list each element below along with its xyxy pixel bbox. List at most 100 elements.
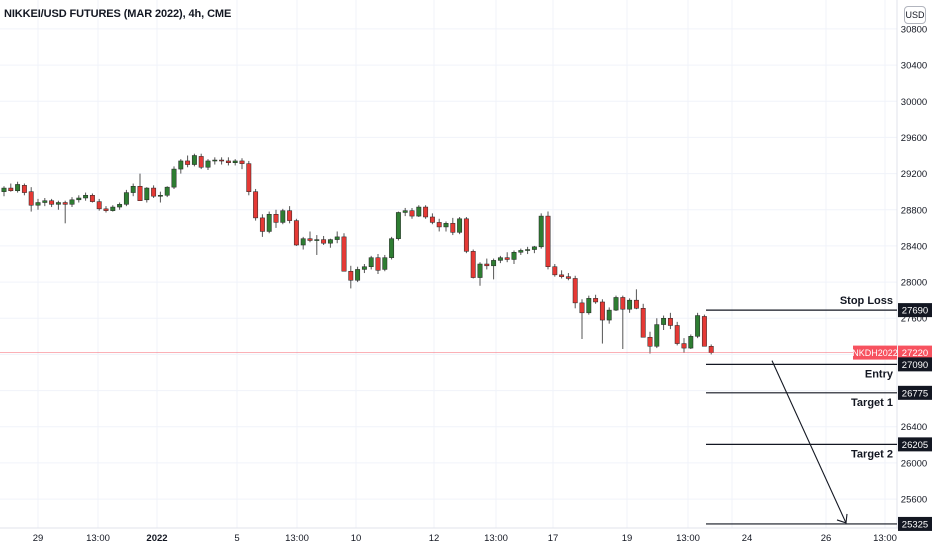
candle-down (545, 215, 551, 267)
candle-down (8, 187, 14, 192)
level-label: Entry (865, 368, 894, 380)
candle-down (28, 191, 34, 206)
candlestick-series (1, 153, 714, 355)
candle-down (185, 160, 191, 165)
candle-down (572, 278, 578, 304)
candle-down (259, 217, 265, 232)
candle-down (701, 316, 707, 347)
candle-up (538, 215, 544, 248)
candle-up (368, 257, 374, 267)
candle-down (341, 236, 347, 272)
candle-up (613, 297, 619, 311)
candle-down (96, 201, 102, 210)
candle-up (130, 185, 136, 193)
candle-down (239, 160, 245, 164)
level-value: 27690 (902, 306, 928, 317)
candle-up (661, 317, 667, 325)
candle-down (375, 257, 381, 271)
candle-down (273, 214, 279, 223)
candle-down (674, 325, 680, 344)
candle-up (76, 197, 82, 201)
price-tick-label: 30000 (901, 97, 927, 108)
candle-up (205, 160, 211, 168)
candle-up (178, 160, 184, 170)
candle-down (89, 195, 95, 202)
candle-up (355, 269, 361, 281)
candle-up (144, 187, 150, 201)
candle-down (565, 276, 571, 279)
time-tick-label: 17 (548, 533, 559, 544)
candle-down (463, 218, 469, 252)
level-tag (898, 437, 932, 452)
candle-up (191, 155, 197, 165)
candle-up (586, 298, 592, 314)
level-tag (898, 385, 932, 400)
time-tick-label: 12 (429, 533, 440, 544)
currency-button[interactable]: USD (904, 6, 926, 24)
candle-up (395, 212, 401, 239)
candle-down (62, 202, 68, 205)
price-axis[interactable]: 30800 30400 30000 29600 29200 28800 28400 28000… (901, 24, 927, 505)
candle-down (293, 220, 299, 246)
candle-up (266, 214, 272, 232)
time-tick-label: 5 (234, 533, 239, 544)
candle-down (504, 257, 510, 260)
candle-up (457, 218, 463, 233)
candle-up (491, 260, 497, 267)
candle-down (559, 274, 565, 277)
candle-up (117, 204, 123, 208)
candle-down (640, 308, 646, 338)
candle-down (450, 223, 456, 233)
time-tick-label: 2022 (146, 533, 167, 544)
candle-down (219, 159, 225, 162)
candle-down (620, 297, 626, 310)
price-tick-label: 30800 (901, 24, 927, 35)
arrow-head (836, 513, 848, 524)
price-tick-label: 29600 (901, 133, 927, 144)
candle-up (334, 236, 340, 240)
candle-down (287, 210, 293, 221)
candle-down (552, 266, 558, 276)
price-tick-label: 30400 (901, 61, 927, 72)
chart-grid (0, 0, 897, 528)
candle-up (42, 200, 48, 203)
candle-down (593, 298, 599, 303)
candle-up (497, 257, 503, 261)
candle-up (1, 187, 7, 192)
candle-up (688, 336, 694, 349)
candle-up (35, 202, 41, 206)
price-tick-label: 28400 (901, 241, 927, 252)
candle-up (164, 186, 170, 196)
candle-up (157, 195, 163, 197)
price-tick-label: 29200 (901, 169, 927, 180)
candle-up (361, 266, 367, 270)
candle-down (633, 299, 639, 309)
candle-up (443, 223, 449, 228)
projection-arrow[interactable] (771, 360, 848, 524)
trade-levels[interactable]: Stop Loss 27690 Entry 27090 Target 1 26775 Tar… (706, 295, 932, 531)
candle-up (83, 195, 89, 199)
candle-up (212, 159, 218, 162)
time-tick-label: 13:00 (873, 533, 897, 544)
candle-up (654, 324, 660, 347)
candle-down (225, 160, 231, 163)
candle-down (599, 301, 605, 321)
candle-up (518, 250, 524, 253)
candle-down (423, 206, 429, 218)
time-axis[interactable]: 29 13:00 2022 5 13:00 10 12 13:00 17 19 13:00 24 24 2… (33, 533, 897, 544)
price-tick-label: 28000 (901, 278, 927, 289)
current-symbol-tag (853, 345, 897, 360)
level-tag (898, 303, 932, 318)
candle-down (348, 270, 354, 281)
time-tick-label: 29 (33, 533, 44, 544)
candle-down (409, 210, 415, 217)
candle-up (171, 168, 177, 188)
time-tick-label: 10 (351, 533, 362, 544)
candle-up (606, 309, 612, 321)
time-tick-label: 24 (742, 533, 753, 544)
candle-up (69, 199, 75, 205)
candle-down (198, 156, 204, 168)
candle-up (416, 206, 422, 217)
candle-up (382, 257, 388, 270)
